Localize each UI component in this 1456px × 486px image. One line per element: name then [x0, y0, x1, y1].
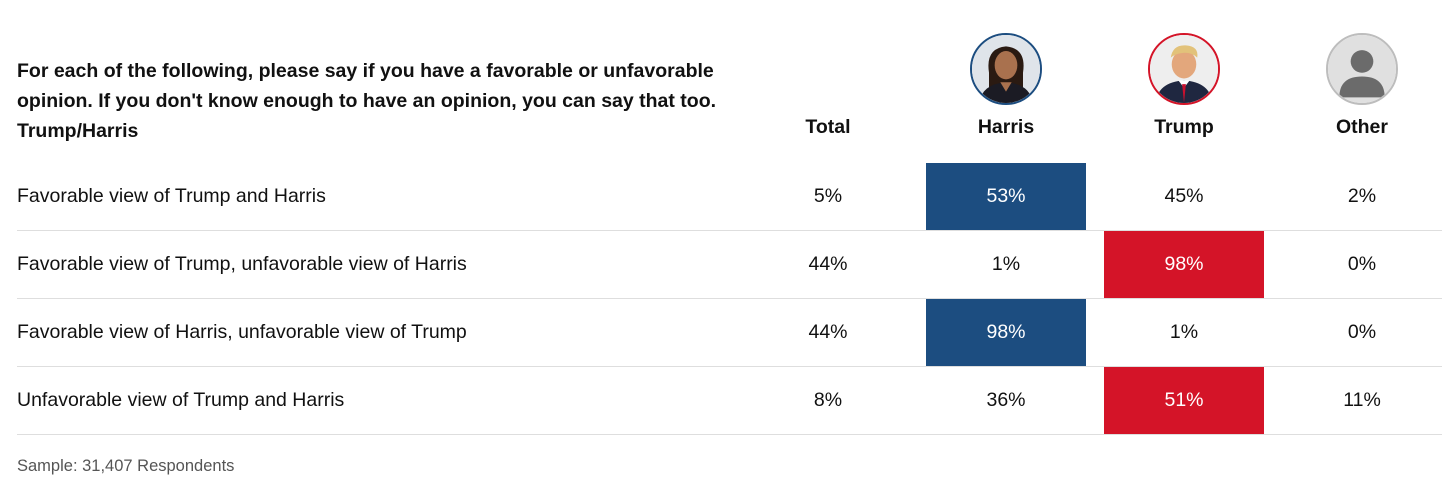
cell-trump: 98%: [1104, 231, 1264, 298]
row-label: Favorable view of Trump, unfavorable vie…: [17, 253, 467, 275]
sample-footnote: Sample: 31,407 Respondents: [17, 457, 235, 475]
table-row: Favorable view of Harris, unfavorable vi…: [17, 299, 1442, 367]
column-header-trump: Trump: [1154, 116, 1214, 138]
cell-harris: 98%: [926, 299, 1086, 366]
table-row: Favorable view of Trump, unfavorable vie…: [17, 231, 1442, 299]
cell-total: 44%: [808, 321, 848, 343]
cell-other: 11%: [1343, 389, 1381, 411]
cell-other: 0%: [1347, 321, 1377, 343]
cell-total: 5%: [813, 185, 843, 207]
cell-total: 8%: [813, 389, 843, 411]
cell-total: 44%: [808, 253, 848, 275]
other-avatar: [1326, 33, 1398, 105]
trump-avatar: [1148, 33, 1220, 105]
question-heading: For each of the following, please say if…: [17, 60, 717, 142]
row-label: Favorable view of Harris, unfavorable vi…: [17, 321, 467, 343]
harris-avatar: [970, 33, 1042, 105]
cell-trump: 1%: [1169, 321, 1199, 343]
table-row: Unfavorable view of Trump and Harris 8% …: [17, 367, 1442, 435]
column-header-other: Other: [1335, 116, 1388, 138]
cell-trump: 45%: [1164, 185, 1204, 207]
generic-person-icon: [1328, 35, 1396, 103]
harris-photo-icon: [972, 35, 1040, 103]
cell-harris: 1%: [991, 253, 1021, 275]
cell-harris: 53%: [926, 163, 1086, 230]
column-header-harris: Harris: [977, 116, 1035, 138]
cell-harris: 36%: [986, 389, 1026, 411]
cell-other: 2%: [1347, 185, 1377, 207]
column-header-total: Total: [805, 116, 851, 138]
cell-other: 0%: [1347, 253, 1377, 275]
cell-trump: 51%: [1104, 367, 1264, 434]
trump-photo-icon: [1150, 35, 1218, 103]
table-row: Favorable view of Trump and Harris 5% 53…: [17, 163, 1442, 231]
row-label: Unfavorable view of Trump and Harris: [17, 389, 345, 411]
row-label: Favorable view of Trump and Harris: [17, 185, 326, 207]
